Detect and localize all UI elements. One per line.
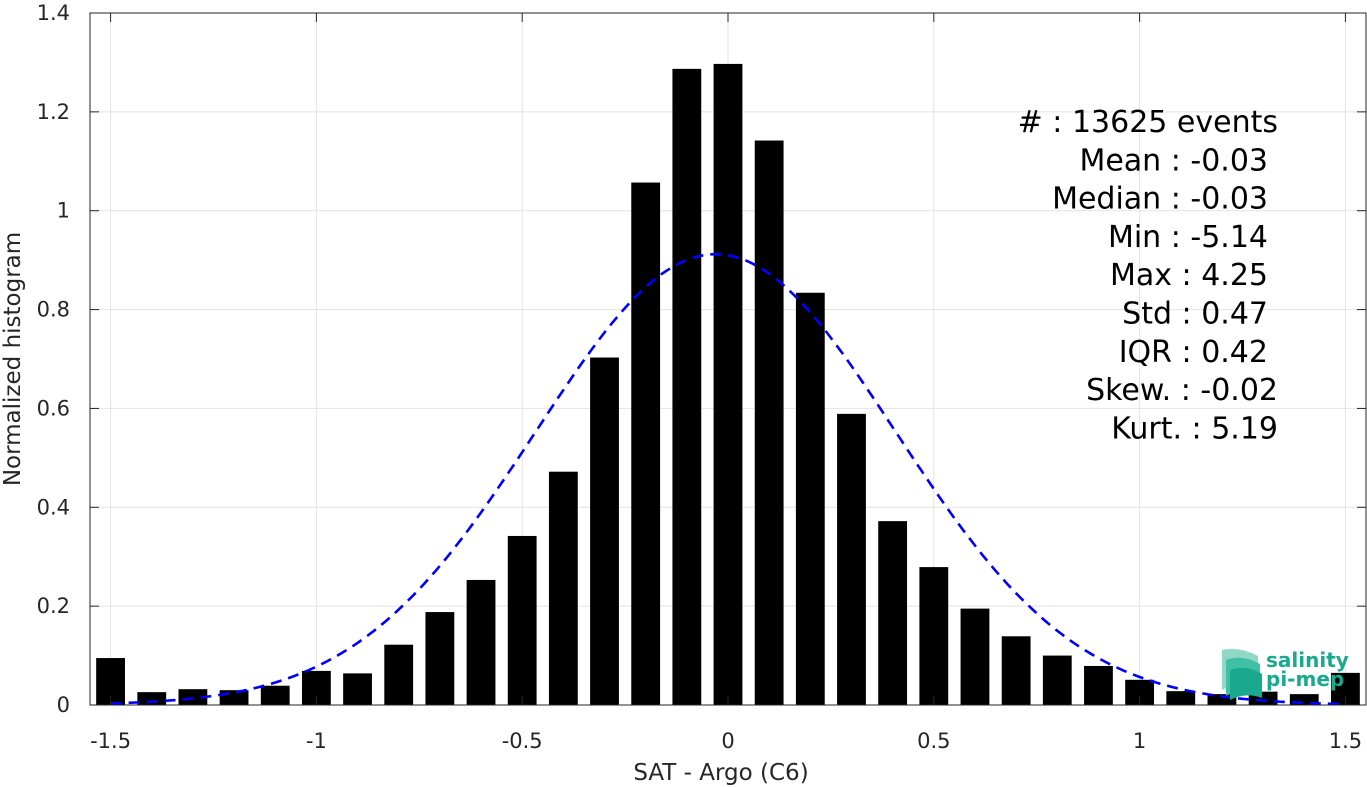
histogram-bar — [1207, 694, 1237, 705]
stat-line: Median : -0.03 — [1052, 182, 1268, 217]
stat-line: IQR : 0.42 — [1119, 335, 1268, 370]
logo-text-line1: salinity — [1266, 648, 1349, 672]
x-tick-label: 1 — [1133, 729, 1146, 753]
x-tick-label: -0.5 — [502, 729, 543, 753]
y-tick-label: 1.4 — [37, 1, 70, 25]
x-tick-label: 1.5 — [1329, 729, 1362, 753]
y-tick-label: 0.4 — [37, 495, 70, 519]
histogram-bar — [1042, 655, 1072, 705]
y-tick-label: 0 — [57, 693, 70, 717]
histogram-bar — [507, 535, 537, 705]
x-axis-label: SAT - Argo (C6) — [633, 760, 808, 786]
histogram-bar — [1166, 691, 1196, 705]
y-tick-label: 0.6 — [37, 396, 70, 420]
x-tick-label: 0 — [721, 729, 734, 753]
histogram-bar — [1001, 636, 1031, 705]
stat-line: Std : 0.47 — [1122, 297, 1268, 332]
histogram-bar — [631, 182, 661, 706]
histogram-bar — [219, 690, 249, 705]
histogram-bar — [754, 140, 784, 706]
stat-line: Max : 4.25 — [1110, 258, 1268, 293]
y-axis-ticks: 0 0.2 0.4 0.6 0.8 1 1.2 1.4 — [37, 1, 1366, 717]
logo-text-line2: pi-mep — [1266, 667, 1344, 691]
histogram-bar — [590, 357, 619, 705]
salinity-pi-mep-logo: salinity pi-mep — [1222, 648, 1349, 700]
y-axis-label: Normalized histogram — [0, 232, 26, 486]
stat-line: Kurt. : 5.19 — [1111, 411, 1278, 446]
histogram-bar — [137, 692, 167, 705]
histogram-bar — [878, 521, 908, 705]
histogram-bar — [466, 579, 496, 705]
histogram-bar — [919, 567, 949, 705]
stat-line: Skew. : -0.02 — [1086, 373, 1278, 408]
y-tick-label: 1.2 — [37, 100, 70, 124]
stat-line: # : 13625 events — [1018, 105, 1278, 140]
y-tick-label: 0.8 — [37, 298, 70, 322]
histogram-bar — [425, 612, 455, 705]
histogram-bar — [548, 471, 578, 705]
histogram-bar — [960, 608, 990, 705]
histogram-bars — [96, 63, 1360, 706]
histogram-bar — [837, 413, 866, 705]
histogram-bar — [384, 644, 414, 705]
y-tick-label: 1 — [57, 199, 70, 223]
stat-line: Mean : -0.03 — [1079, 143, 1268, 178]
histogram-bar — [1084, 665, 1113, 705]
x-tick-label: -1.5 — [90, 729, 131, 753]
x-axis-ticks: -1.5 -1 -0.5 0 0.5 1 1.5 — [90, 13, 1362, 753]
stat-line: Min : -5.14 — [1108, 220, 1268, 255]
logo-wave-icon — [1222, 648, 1262, 700]
histogram-bar — [1289, 694, 1319, 705]
histogram-bar — [672, 68, 702, 705]
x-tick-label: 0.5 — [917, 729, 950, 753]
histogram-bar — [343, 673, 372, 705]
histogram-bar — [713, 63, 743, 705]
x-tick-label: -1 — [306, 729, 327, 753]
gaussian-fit-curve — [110, 252, 1346, 706]
histogram-bar — [260, 685, 290, 705]
y-tick-label: 0.2 — [37, 594, 70, 618]
histogram-bar — [795, 292, 825, 705]
